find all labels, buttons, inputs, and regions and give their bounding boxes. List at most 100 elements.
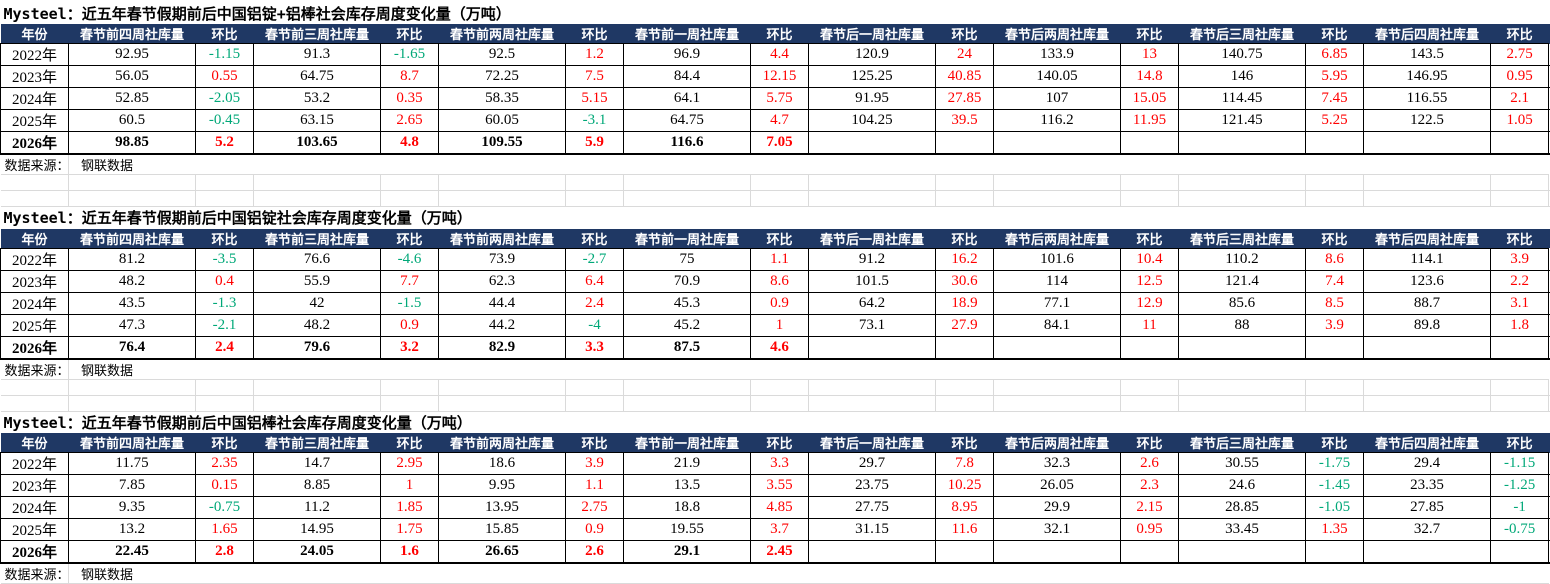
ratio-cell[interactable]: 8.5 xyxy=(1306,292,1364,314)
ratio-cell[interactable]: 1.8 xyxy=(1491,314,1549,336)
volume-cell[interactable]: 79.6 xyxy=(254,336,381,359)
volume-cell[interactable]: 91.2 xyxy=(809,248,936,270)
header-cell[interactable]: 春节前两周社库量 xyxy=(439,24,566,44)
ratio-cell[interactable]: 14.8 xyxy=(1121,66,1179,88)
volume-cell[interactable]: 58.35 xyxy=(439,88,566,110)
ratio-cell[interactable]: -1.75 xyxy=(1306,453,1364,475)
volume-cell[interactable]: 73.9 xyxy=(439,248,566,270)
ratio-cell[interactable]: -3.5 xyxy=(196,248,254,270)
empty-cell[interactable] xyxy=(566,191,624,207)
ratio-cell[interactable]: 5.95 xyxy=(1306,66,1364,88)
ratio-cell[interactable]: 3.9 xyxy=(1491,248,1549,270)
source-label[interactable]: 数据来源： xyxy=(1,359,69,380)
ratio-cell[interactable]: -1.25 xyxy=(1491,475,1549,497)
empty-cell[interactable] xyxy=(254,175,381,191)
header-cell[interactable]: 环比 xyxy=(1121,24,1179,44)
empty-cell[interactable] xyxy=(751,379,809,395)
volume-cell[interactable]: 48.2 xyxy=(69,270,196,292)
ratio-cell[interactable]: 40.85 xyxy=(936,66,994,88)
empty-cell[interactable] xyxy=(1306,175,1364,191)
ratio-cell[interactable]: 2.65 xyxy=(381,110,439,132)
empty-cell[interactable] xyxy=(1121,395,1179,411)
ratio-cell[interactable]: 5.15 xyxy=(566,88,624,110)
ratio-cell[interactable]: 2.75 xyxy=(1491,44,1549,66)
year-cell[interactable]: 2023年 xyxy=(1,66,69,88)
empty-cell[interactable] xyxy=(1491,395,1549,411)
volume-cell[interactable]: 52.85 xyxy=(69,88,196,110)
header-cell[interactable]: 春节后一周社库量 xyxy=(809,24,936,44)
empty-cell[interactable] xyxy=(936,379,994,395)
volume-cell[interactable]: 55.9 xyxy=(254,270,381,292)
volume-cell[interactable]: 22.45 xyxy=(69,541,196,564)
ratio-cell[interactable]: 0.35 xyxy=(381,88,439,110)
empty-cell[interactable] xyxy=(994,191,1121,207)
year-cell[interactable]: 2025年 xyxy=(1,519,69,541)
header-cell[interactable]: 环比 xyxy=(936,24,994,44)
header-cell[interactable]: 环比 xyxy=(1306,24,1364,44)
empty-cell[interactable] xyxy=(1121,191,1179,207)
empty-cell[interactable] xyxy=(1121,379,1179,395)
year-cell[interactable]: 2025年 xyxy=(1,110,69,132)
empty-cell[interactable] xyxy=(381,379,439,395)
empty-cell[interactable] xyxy=(994,175,1121,191)
ratio-cell[interactable]: -1 xyxy=(1491,497,1549,519)
volume-cell[interactable]: 18.8 xyxy=(624,497,751,519)
empty-cell[interactable] xyxy=(1306,395,1364,411)
volume-cell[interactable]: 98.85 xyxy=(69,132,196,155)
source-value[interactable]: 钢联数据 xyxy=(69,359,1549,380)
ratio-cell[interactable]: 7.45 xyxy=(1306,88,1364,110)
ratio-cell[interactable]: -1.5 xyxy=(381,292,439,314)
year-cell[interactable]: 2026年 xyxy=(1,541,69,564)
ratio-cell[interactable]: -1.45 xyxy=(1306,475,1364,497)
ratio-cell[interactable]: -1.05 xyxy=(1306,497,1364,519)
empty-cell[interactable] xyxy=(936,191,994,207)
ratio-cell[interactable]: -1.15 xyxy=(196,44,254,66)
volume-cell[interactable]: 121.4 xyxy=(1179,270,1306,292)
volume-cell[interactable]: 45.3 xyxy=(624,292,751,314)
header-cell[interactable]: 春节后两周社库量 xyxy=(994,229,1121,249)
empty-cell[interactable] xyxy=(1179,175,1306,191)
ratio-cell[interactable]: 4.8 xyxy=(381,132,439,155)
volume-cell[interactable]: 64.1 xyxy=(624,88,751,110)
volume-cell[interactable]: 47.3 xyxy=(69,314,196,336)
ratio-cell[interactable]: 0.4 xyxy=(196,270,254,292)
ratio-cell[interactable]: 3.7 xyxy=(751,519,809,541)
ratio-cell[interactable]: 0.9 xyxy=(751,292,809,314)
header-year-cell[interactable]: 年份 xyxy=(1,229,69,249)
volume-cell[interactable]: 64.75 xyxy=(254,66,381,88)
volume-cell[interactable]: 84.1 xyxy=(994,314,1121,336)
ratio-cell[interactable]: 2.3 xyxy=(1121,475,1179,497)
volume-cell[interactable]: 11.2 xyxy=(254,497,381,519)
header-cell[interactable]: 环比 xyxy=(566,229,624,249)
ratio-cell[interactable]: 1 xyxy=(381,475,439,497)
header-cell[interactable]: 春节后四周社库量 xyxy=(1364,24,1491,44)
header-year-cell[interactable]: 年份 xyxy=(1,433,69,453)
ratio-cell[interactable]: 5.25 xyxy=(1306,110,1364,132)
header-cell[interactable]: 春节前一周社库量 xyxy=(624,433,751,453)
volume-cell[interactable]: 110.2 xyxy=(1179,248,1306,270)
volume-cell[interactable]: 81.2 xyxy=(69,248,196,270)
volume-cell[interactable]: 91.3 xyxy=(254,44,381,66)
ratio-cell[interactable]: 3.3 xyxy=(751,453,809,475)
volume-cell[interactable]: 77.1 xyxy=(994,292,1121,314)
volume-cell[interactable]: 91.95 xyxy=(809,88,936,110)
empty-cell[interactable] xyxy=(624,395,751,411)
empty-cell[interactable] xyxy=(381,175,439,191)
empty-cell[interactable] xyxy=(566,175,624,191)
volume-cell[interactable]: 73.1 xyxy=(809,314,936,336)
empty-cell[interactable] xyxy=(1364,175,1491,191)
ratio-cell[interactable] xyxy=(1306,132,1364,155)
empty-cell[interactable] xyxy=(751,175,809,191)
ratio-cell[interactable]: 4.4 xyxy=(751,44,809,66)
header-cell[interactable]: 春节后三周社库量 xyxy=(1179,433,1306,453)
empty-cell[interactable] xyxy=(809,395,936,411)
volume-cell[interactable] xyxy=(809,336,936,359)
volume-cell[interactable]: 70.9 xyxy=(624,270,751,292)
ratio-cell[interactable]: 0.9 xyxy=(566,519,624,541)
volume-cell[interactable] xyxy=(1364,541,1491,564)
empty-cell[interactable] xyxy=(254,395,381,411)
ratio-cell[interactable]: 3.9 xyxy=(566,453,624,475)
ratio-cell[interactable]: 3.9 xyxy=(1306,314,1364,336)
header-cell[interactable]: 春节后一周社库量 xyxy=(809,229,936,249)
volume-cell[interactable]: 133.9 xyxy=(994,44,1121,66)
